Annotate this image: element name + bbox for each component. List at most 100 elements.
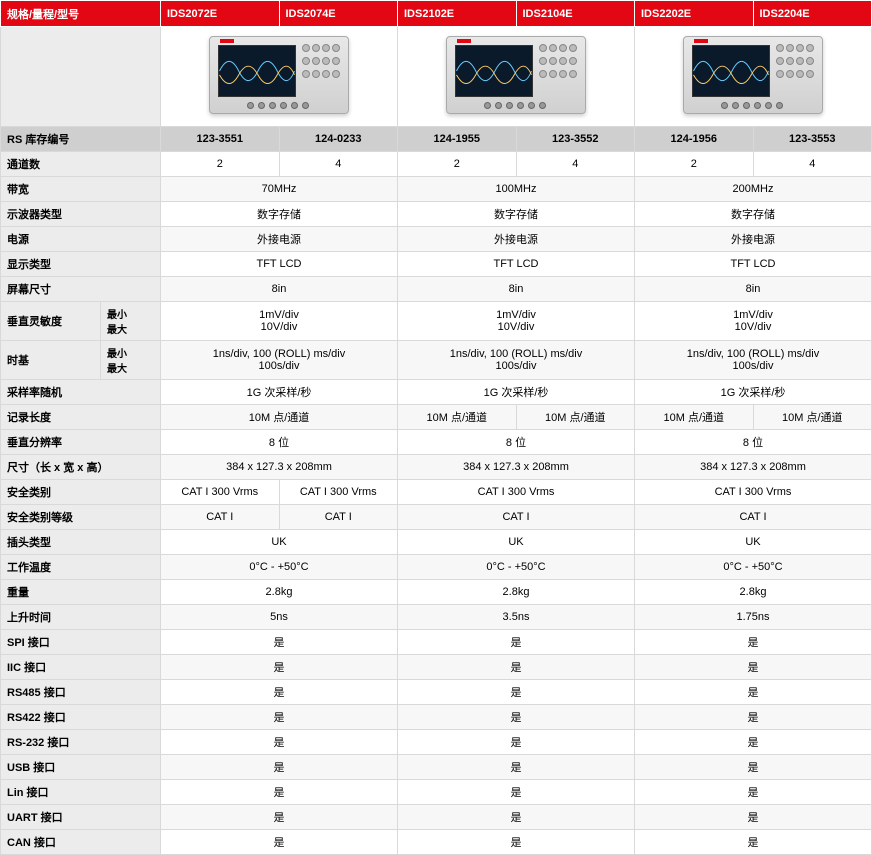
cell-13-0: CAT I <box>161 505 280 530</box>
row-label-14: 插头类型 <box>1 530 161 555</box>
cell-22-1: 是 <box>398 730 635 755</box>
cell-0-0: 2 <box>161 152 280 177</box>
spec-table: 规格/量程/型号IDS2072EIDS2074EIDS2102EIDS2104E… <box>0 0 872 855</box>
row-label-4: 显示类型 <box>1 252 161 277</box>
row-label-22: RS-232 接口 <box>1 730 161 755</box>
cell-15-0: 0°C - +50°C <box>161 555 398 580</box>
cell-20-2: 是 <box>635 680 872 705</box>
cell-18-1: 是 <box>398 630 635 655</box>
cell-8-0: 1G 次采样/秒 <box>161 380 398 405</box>
cell-26-1: 是 <box>398 830 635 855</box>
row-label-9: 记录长度 <box>1 405 161 430</box>
cell-0-2: 2 <box>398 152 517 177</box>
cell-24-0: 是 <box>161 780 398 805</box>
cell-6-0: 1mV/div10V/div <box>161 302 398 341</box>
row-label-20: RS485 接口 <box>1 680 161 705</box>
cell-23-1: 是 <box>398 755 635 780</box>
cell-25-0: 是 <box>161 805 398 830</box>
cell-23-0: 是 <box>161 755 398 780</box>
cell-18-2: 是 <box>635 630 872 655</box>
product-image-2 <box>635 27 872 127</box>
cell-17-1: 3.5ns <box>398 605 635 630</box>
cell-11-2: 384 x 127.3 x 208mm <box>635 455 872 480</box>
row-label-6: 垂直灵敏度 <box>1 302 101 341</box>
stock-value-2: 124-1955 <box>398 127 517 152</box>
cell-21-0: 是 <box>161 705 398 730</box>
oscilloscope-image <box>683 36 823 114</box>
oscilloscope-image <box>446 36 586 114</box>
row-label-2: 示波器类型 <box>1 202 161 227</box>
cell-11-0: 384 x 127.3 x 208mm <box>161 455 398 480</box>
cell-3-1: 外接电源 <box>398 227 635 252</box>
cell-20-1: 是 <box>398 680 635 705</box>
image-row-label <box>1 27 161 127</box>
cell-12-0: CAT I 300 Vrms <box>161 480 280 505</box>
cell-15-1: 0°C - +50°C <box>398 555 635 580</box>
cell-9-3: 10M 点/通道 <box>635 405 754 430</box>
cell-15-2: 0°C - +50°C <box>635 555 872 580</box>
row-label-1: 带宽 <box>1 177 161 202</box>
cell-13-1: CAT I <box>279 505 398 530</box>
cell-14-1: UK <box>398 530 635 555</box>
cell-0-5: 4 <box>753 152 872 177</box>
row-label-26: CAN 接口 <box>1 830 161 855</box>
cell-16-2: 2.8kg <box>635 580 872 605</box>
row-label-23: USB 接口 <box>1 755 161 780</box>
model-header-2: IDS2102E <box>398 1 517 27</box>
cell-21-1: 是 <box>398 705 635 730</box>
cell-2-2: 数字存储 <box>635 202 872 227</box>
cell-25-1: 是 <box>398 805 635 830</box>
row-label-10: 垂直分辨率 <box>1 430 161 455</box>
model-header-3: IDS2104E <box>516 1 635 27</box>
cell-19-1: 是 <box>398 655 635 680</box>
cell-7-1: 1ns/div, 100 (ROLL) ms/div100s/div <box>398 341 635 380</box>
cell-17-2: 1.75ns <box>635 605 872 630</box>
cell-7-2: 1ns/div, 100 (ROLL) ms/div100s/div <box>635 341 872 380</box>
cell-5-2: 8in <box>635 277 872 302</box>
row-label-11: 尺寸（长 x 宽 x 高） <box>1 455 161 480</box>
product-image-1 <box>398 27 635 127</box>
oscilloscope-image <box>209 36 349 114</box>
cell-3-2: 外接电源 <box>635 227 872 252</box>
cell-12-1: CAT I 300 Vrms <box>279 480 398 505</box>
cell-8-2: 1G 次采样/秒 <box>635 380 872 405</box>
row-label-3: 电源 <box>1 227 161 252</box>
cell-12-3: CAT I 300 Vrms <box>635 480 872 505</box>
cell-18-0: 是 <box>161 630 398 655</box>
spec-header-label: 规格/量程/型号 <box>1 1 161 27</box>
cell-14-0: UK <box>161 530 398 555</box>
cell-26-0: 是 <box>161 830 398 855</box>
row-label-12: 安全类别 <box>1 480 161 505</box>
row-sublabel-7: 最小最大 <box>101 341 161 380</box>
model-header-4: IDS2202E <box>635 1 754 27</box>
cell-0-4: 2 <box>635 152 754 177</box>
cell-19-2: 是 <box>635 655 872 680</box>
cell-1-1: 100MHz <box>398 177 635 202</box>
stock-value-3: 123-3552 <box>516 127 635 152</box>
cell-0-3: 4 <box>516 152 635 177</box>
cell-4-2: TFT LCD <box>635 252 872 277</box>
cell-13-2: CAT I <box>398 505 635 530</box>
stock-value-1: 124-0233 <box>279 127 398 152</box>
row-label-7: 时基 <box>1 341 101 380</box>
product-image-0 <box>161 27 398 127</box>
cell-26-2: 是 <box>635 830 872 855</box>
cell-2-1: 数字存储 <box>398 202 635 227</box>
cell-5-0: 8in <box>161 277 398 302</box>
row-label-0: 通道数 <box>1 152 161 177</box>
cell-6-1: 1mV/div10V/div <box>398 302 635 341</box>
cell-9-0: 10M 点/通道 <box>161 405 398 430</box>
cell-9-4: 10M 点/通道 <box>753 405 872 430</box>
model-header-5: IDS2204E <box>753 1 872 27</box>
cell-9-2: 10M 点/通道 <box>516 405 635 430</box>
cell-25-2: 是 <box>635 805 872 830</box>
cell-1-0: 70MHz <box>161 177 398 202</box>
row-label-8: 采样率随机 <box>1 380 161 405</box>
cell-0-1: 4 <box>279 152 398 177</box>
cell-17-0: 5ns <box>161 605 398 630</box>
cell-3-0: 外接电源 <box>161 227 398 252</box>
cell-9-1: 10M 点/通道 <box>398 405 517 430</box>
row-label-24: Lin 接口 <box>1 780 161 805</box>
row-label-25: UART 接口 <box>1 805 161 830</box>
row-label-21: RS422 接口 <box>1 705 161 730</box>
